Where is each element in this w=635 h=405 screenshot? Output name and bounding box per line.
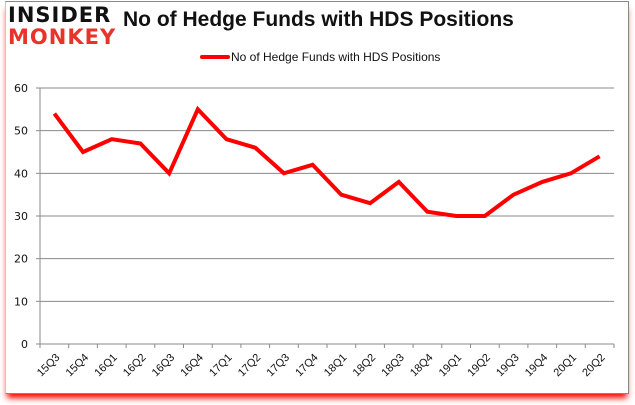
logo-line-insider: INSIDER bbox=[8, 3, 112, 27]
x-axis-ticks: 15Q3 15Q4 16Q1 16Q2 16Q3 16Q4 17Q1 17Q2 17Q3 17Q4… bbox=[35, 352, 608, 380]
insider-monkey-logo: INSIDER MONKEY bbox=[8, 4, 148, 52]
x-tick-label: 16Q2 bbox=[121, 352, 149, 380]
legend-line-swatch-icon bbox=[200, 55, 230, 59]
x-tick-label: 19Q1 bbox=[437, 352, 465, 380]
axes bbox=[36, 87, 615, 348]
chart-legend: No of Hedge Funds with HDS Positions bbox=[200, 50, 440, 64]
x-tick-label: 20Q2 bbox=[580, 352, 608, 380]
chart-frame bbox=[5, 1, 629, 394]
x-tick-label: 18Q1 bbox=[322, 352, 350, 380]
y-tick-label: 40 bbox=[14, 167, 28, 180]
y-tick-label: 50 bbox=[14, 125, 28, 138]
y-tick-label: 0 bbox=[21, 338, 28, 351]
chart-title: No of Hedge Funds with HDS Positions bbox=[123, 8, 514, 31]
y-tick-label: 30 bbox=[14, 210, 28, 223]
x-tick-label: 19Q2 bbox=[465, 352, 493, 380]
x-tick-label: 16Q1 bbox=[92, 352, 120, 380]
logo-line-monkey: MONKEY bbox=[8, 25, 117, 49]
y-tick-label: 20 bbox=[14, 253, 28, 266]
y-tick-label: 60 bbox=[14, 82, 28, 95]
x-tick-label: 19Q3 bbox=[494, 352, 522, 380]
gridlines bbox=[40, 87, 614, 302]
x-tick-label: 18Q3 bbox=[379, 352, 407, 380]
x-tick-label: 18Q4 bbox=[408, 352, 436, 380]
x-tick-label: 15Q4 bbox=[64, 352, 92, 380]
x-tick-label: 15Q3 bbox=[35, 352, 63, 380]
x-tick-label: 19Q4 bbox=[523, 352, 551, 380]
x-tick-label: 17Q2 bbox=[236, 352, 264, 380]
y-axis-ticks: 0 10 20 30 40 50 60 bbox=[14, 82, 28, 351]
y-tick-label: 10 bbox=[14, 295, 28, 308]
x-tick-label: 16Q3 bbox=[150, 352, 178, 380]
x-tick-label: 17Q3 bbox=[265, 352, 293, 380]
x-tick-label: 17Q4 bbox=[293, 352, 321, 380]
series-line-hedge-funds bbox=[52, 105, 601, 218]
x-tick-label: 18Q2 bbox=[351, 352, 379, 380]
x-tick-label: 20Q1 bbox=[552, 352, 580, 380]
x-tick-label: 17Q1 bbox=[207, 352, 235, 380]
x-tick-label: 16Q4 bbox=[178, 352, 206, 380]
legend-label: No of Hedge Funds with HDS Positions bbox=[231, 50, 441, 64]
